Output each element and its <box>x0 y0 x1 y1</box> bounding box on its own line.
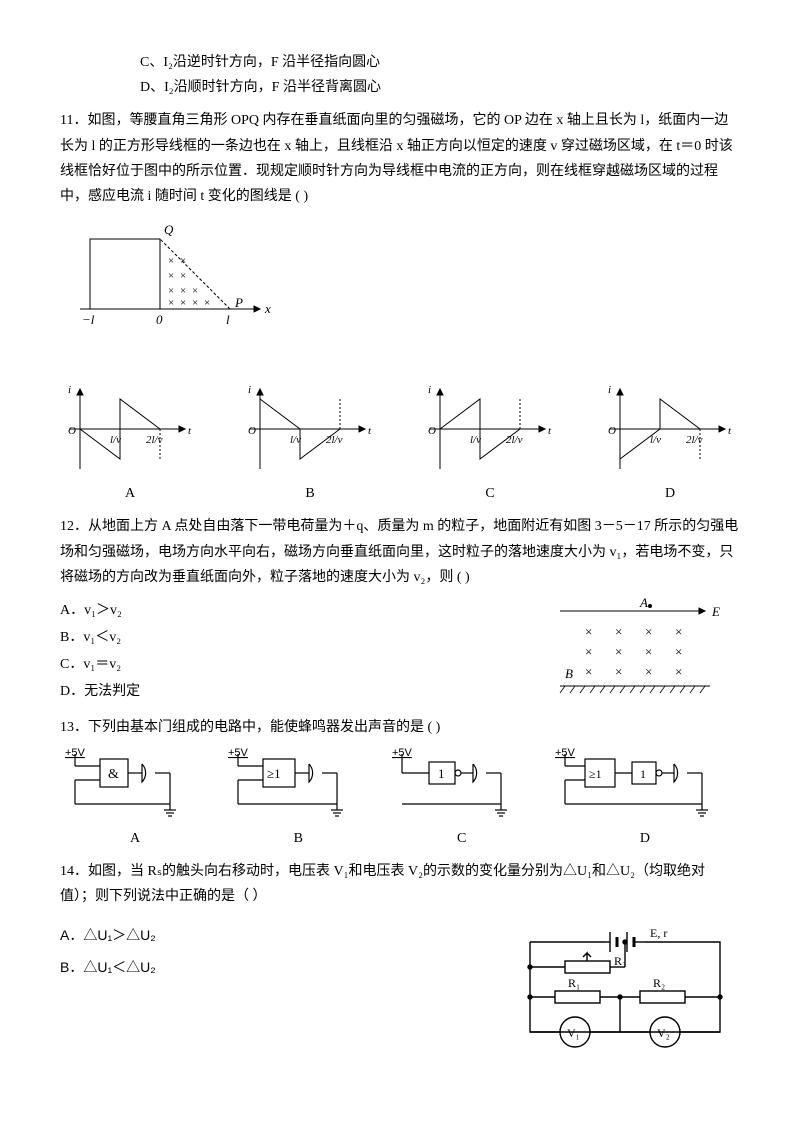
q13-circuits: & +5V A ≥1 <box>60 744 740 851</box>
svg-text:O: O <box>68 425 76 437</box>
svg-text:×: × <box>675 624 682 639</box>
svg-text:2l/v: 2l/v <box>146 434 163 446</box>
svg-text:×: × <box>192 297 198 309</box>
q10-option-d: D、I₂沿顺时针方向，F 沿半径背离圆心 <box>60 75 740 100</box>
svg-text:i: i <box>428 384 431 396</box>
q14-option-a: A．△U₁＞△U₂ <box>60 923 156 948</box>
svg-text:&: & <box>108 767 119 782</box>
q10-option-c: C、I₂沿逆时针方向，F 沿半径指向圆心 <box>60 50 740 75</box>
svg-text:2l/v: 2l/v <box>686 434 703 446</box>
q12-text: 12．从地面上方 A 点处自由落下一带电荷量为＋q、质量为 m 的粒子，地面附近… <box>60 514 740 590</box>
svg-text:×: × <box>615 664 622 679</box>
svg-text:O: O <box>608 425 616 437</box>
svg-text:×: × <box>204 297 210 309</box>
svg-text:O: O <box>248 425 256 437</box>
svg-text:V₁: V₁ <box>567 1026 580 1040</box>
svg-text:×: × <box>180 255 186 267</box>
q14-option-b: B．△U₁＜△U₂ <box>60 955 156 980</box>
svg-text:B: B <box>565 666 573 681</box>
svg-text:1: 1 <box>640 767 646 781</box>
q12-option-d: D．无法判定 <box>60 679 140 704</box>
svg-text:−l: −l <box>82 312 95 327</box>
svg-text:1: 1 <box>438 766 445 781</box>
svg-text:V₂: V₂ <box>657 1026 670 1040</box>
svg-text:x: x <box>264 301 271 316</box>
svg-text:R₁: R₁ <box>568 976 580 990</box>
svg-text:×: × <box>168 270 174 282</box>
svg-text:×: × <box>168 255 174 267</box>
svg-text:×: × <box>168 297 174 309</box>
q12-figure: × × × × × × × × × × × × A E B <box>540 596 740 706</box>
svg-text:l/v: l/v <box>110 434 121 446</box>
svg-text:P: P <box>234 295 243 310</box>
svg-text:×: × <box>615 644 622 659</box>
svg-text:×: × <box>180 297 186 309</box>
svg-text:≥1: ≥1 <box>267 766 281 781</box>
svg-text:O: O <box>428 425 436 437</box>
svg-text:×: × <box>180 285 186 297</box>
svg-text:≥1: ≥1 <box>589 767 602 781</box>
svg-text:l/v: l/v <box>290 434 301 446</box>
svg-text:×: × <box>180 270 186 282</box>
svg-text:t: t <box>188 425 192 437</box>
svg-text:×: × <box>168 285 174 297</box>
svg-text:+5V: +5V <box>555 747 576 759</box>
svg-text:i: i <box>68 384 71 396</box>
q11-setup-figure: ×× ×× ××× ×××× Q P x −l 0 l <box>60 219 740 369</box>
svg-text:t: t <box>548 425 552 437</box>
svg-text:×: × <box>585 664 592 679</box>
svg-text:×: × <box>675 644 682 659</box>
svg-text:×: × <box>585 644 592 659</box>
svg-text:2l/v: 2l/v <box>326 434 343 446</box>
q12-option-b: B．v₁＜v₂ <box>60 625 140 650</box>
q12-options-and-figure: A．v₁＞v₂ B．v₁＜v₂ C．v₁＝v₂ D．无法判定 ×××× ××××… <box>60 596 740 707</box>
svg-text:Q: Q <box>164 222 174 237</box>
svg-text:×: × <box>192 285 198 297</box>
svg-text:i: i <box>608 384 611 396</box>
svg-text:E, r: E, r <box>650 926 667 940</box>
svg-text:E: E <box>711 604 720 619</box>
svg-text:+5V: +5V <box>65 747 86 759</box>
q12-option-a: A．v₁＞v₂ <box>60 598 140 623</box>
svg-text:l: l <box>226 312 230 327</box>
svg-text:×: × <box>645 664 652 679</box>
svg-text:×: × <box>675 664 682 679</box>
svg-text:A: A <box>639 596 648 610</box>
q11-text: 11．如图，等腰直角三角形 OPQ 内存在垂直纸面向里的匀强磁场，它的 OP 边… <box>60 108 740 209</box>
svg-text:×: × <box>585 624 592 639</box>
svg-text:l/v: l/v <box>650 434 661 446</box>
q14-options-and-figure: A．△U₁＞△U₂ B．△U₁＜△U₂ <box>60 917 740 1057</box>
svg-text:×: × <box>615 624 622 639</box>
q11-graphs: i O l/v 2l/v t A i O l/v <box>60 379 740 506</box>
svg-text:0: 0 <box>156 312 163 327</box>
svg-text:×: × <box>645 624 652 639</box>
svg-text:t: t <box>728 425 732 437</box>
svg-text:i: i <box>248 384 251 396</box>
svg-text:t: t <box>368 425 372 437</box>
q12-option-c: C．v₁＝v₂ <box>60 652 140 677</box>
q13-text: 13．下列由基本门组成的电路中，能使蜂鸣器发出声音的是 ( ) <box>60 715 740 740</box>
q14-text: 14．如图，当 Rₛ的触头向右移动时，电压表 V₁和电压表 V₂的示数的变化量分… <box>60 859 740 909</box>
svg-text:R₂: R₂ <box>653 976 665 990</box>
svg-text:+5V: +5V <box>392 747 413 759</box>
q14-circuit: E, r R₃ R₁ R₂ V₁ V₂ <box>510 917 740 1057</box>
svg-text:+5V: +5V <box>228 747 249 759</box>
svg-text:2l/v: 2l/v <box>506 434 523 446</box>
svg-text:R₃: R₃ <box>614 954 626 968</box>
svg-text:×: × <box>645 644 652 659</box>
svg-text:l/v: l/v <box>470 434 481 446</box>
